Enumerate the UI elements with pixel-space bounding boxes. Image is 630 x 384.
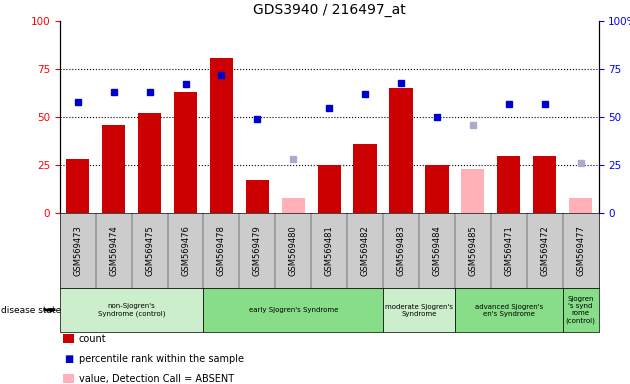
Text: early Sjogren's Syndrome: early Sjogren's Syndrome: [249, 307, 338, 313]
Bar: [569, 198, 592, 213]
Bar: [66, 159, 89, 213]
Bar: [425, 165, 449, 213]
Text: GSM569483: GSM569483: [396, 225, 406, 276]
Text: ■: ■: [64, 354, 73, 364]
Text: GSM569481: GSM569481: [324, 225, 334, 276]
Text: GSM569474: GSM569474: [109, 225, 118, 276]
Text: GSM569473: GSM569473: [73, 225, 83, 276]
Text: GSM569477: GSM569477: [576, 225, 585, 276]
Bar: [210, 58, 233, 213]
Bar: [282, 198, 305, 213]
Text: GSM569480: GSM569480: [289, 225, 298, 276]
Text: non-Sjogren's
Syndrome (control): non-Sjogren's Syndrome (control): [98, 303, 166, 317]
Bar: [138, 113, 161, 213]
Bar: [174, 92, 197, 213]
Bar: [102, 125, 125, 213]
Text: GSM569478: GSM569478: [217, 225, 226, 276]
Text: GSM569482: GSM569482: [360, 225, 370, 276]
Bar: [353, 144, 377, 213]
Text: GSM569484: GSM569484: [432, 225, 442, 276]
Bar: [389, 88, 413, 213]
Text: GSM569476: GSM569476: [181, 225, 190, 276]
Text: Sjogren
's synd
rome
(control): Sjogren 's synd rome (control): [566, 296, 595, 324]
Text: GSM569472: GSM569472: [540, 225, 549, 276]
Bar: [533, 156, 556, 213]
Text: value, Detection Call = ABSENT: value, Detection Call = ABSENT: [79, 374, 234, 384]
Text: advanced Sjogren's
en's Syndrome: advanced Sjogren's en's Syndrome: [474, 304, 543, 316]
Bar: [461, 169, 484, 213]
Text: disease state: disease state: [1, 306, 61, 314]
Title: GDS3940 / 216497_at: GDS3940 / 216497_at: [253, 3, 406, 17]
Text: GSM569471: GSM569471: [504, 225, 513, 276]
Text: percentile rank within the sample: percentile rank within the sample: [79, 354, 244, 364]
Text: count: count: [79, 334, 106, 344]
Bar: [497, 156, 520, 213]
Text: GSM569485: GSM569485: [468, 225, 478, 276]
Text: GSM569475: GSM569475: [145, 225, 154, 276]
Text: GSM569479: GSM569479: [253, 225, 262, 276]
Bar: [246, 180, 269, 213]
Text: moderate Sjogren's
Syndrome: moderate Sjogren's Syndrome: [385, 304, 453, 316]
Bar: [318, 165, 341, 213]
